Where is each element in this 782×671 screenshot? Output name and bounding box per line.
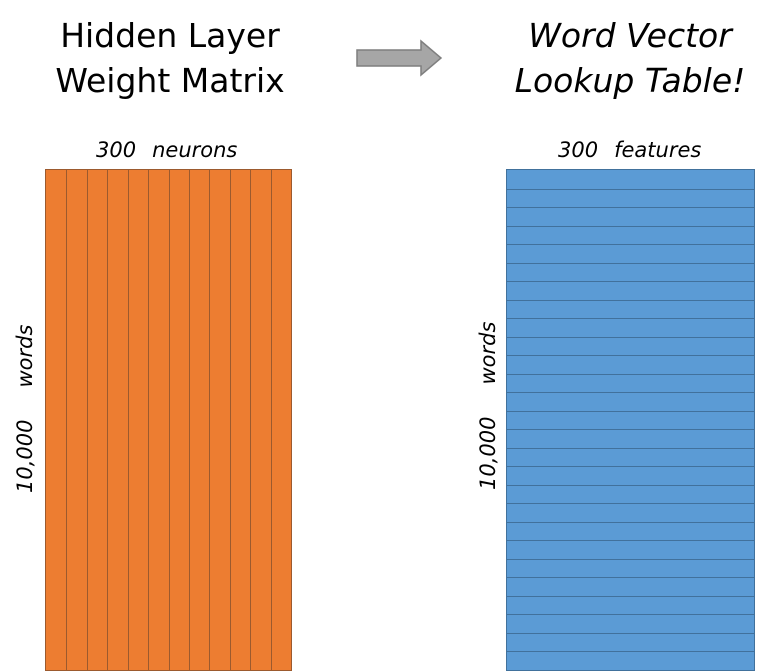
- lookup-table-columns-label: 300 features: [558, 138, 701, 162]
- lookup-table-row-divider: [507, 225, 754, 227]
- lookup-table-row-divider: [507, 577, 754, 579]
- weight-matrix-column-divider: [148, 170, 150, 670]
- weight-matrix-column-divider: [86, 170, 88, 670]
- lookup-table-row-divider: [507, 447, 754, 449]
- weight-matrix-column-divider: [270, 170, 272, 670]
- lookup-table-row-divider: [507, 429, 754, 431]
- weight-matrix-columns-unit: neurons: [152, 138, 238, 162]
- lookup-table-rows-label: 10,000 words: [476, 322, 500, 490]
- lookup-table-row-divider: [507, 484, 754, 486]
- weight-matrix-column-divider: [127, 170, 129, 670]
- weight-matrix-column-divider: [209, 170, 211, 670]
- weight-matrix-column-divider: [168, 170, 170, 670]
- lookup-table-columns-unit: features: [614, 138, 702, 162]
- hidden-layer-weight-matrix: [45, 169, 292, 671]
- lookup-table-row-divider: [507, 392, 754, 394]
- weight-matrix-column-divider: [188, 170, 190, 670]
- lookup-table-row-divider: [507, 540, 754, 542]
- lookup-table-row-divider: [507, 373, 754, 375]
- weight-matrix-column-divider: [250, 170, 252, 670]
- lookup-table-row-divider: [507, 188, 754, 190]
- lookup-table-row-divider: [507, 281, 754, 283]
- weight-matrix-rows-label: 10,000 words: [13, 325, 37, 493]
- lookup-table-title-line-1: Word Vector: [528, 16, 732, 55]
- lookup-table-row-divider: [507, 651, 754, 653]
- lookup-table-row-divider: [507, 355, 754, 357]
- lookup-table-row-divider: [507, 614, 754, 616]
- lookup-table-row-divider: [507, 410, 754, 412]
- weight-matrix-title-line-1: Hidden Layer: [60, 16, 280, 55]
- lookup-table-row-divider: [507, 503, 754, 505]
- lookup-table-row-divider: [507, 521, 754, 523]
- weight-matrix-column-divider: [107, 170, 109, 670]
- weight-matrix-title: Hidden Layer Weight Matrix: [20, 13, 320, 103]
- lookup-table-rows-count: 10,000: [476, 416, 500, 490]
- weight-matrix-title-line-2: Weight Matrix: [55, 61, 285, 100]
- lookup-table-row-divider: [507, 595, 754, 597]
- lookup-table-row-divider: [507, 632, 754, 634]
- weight-matrix-columns-count: 300: [96, 138, 137, 162]
- lookup-table-row-divider: [507, 299, 754, 301]
- lookup-table-title-line-2: Lookup Table!: [514, 61, 746, 100]
- word-vector-lookup-table: [506, 169, 755, 671]
- lookup-table-row-divider: [507, 466, 754, 468]
- weight-matrix-column-divider: [66, 170, 68, 670]
- lookup-table-title: Word Vector Lookup Table!: [480, 13, 780, 103]
- lookup-table-row-divider: [507, 318, 754, 320]
- lookup-table-row-divider: [507, 207, 754, 209]
- lookup-table-row-divider: [507, 262, 754, 264]
- lookup-table-rows-unit: words: [476, 321, 500, 385]
- right-arrow-icon: [356, 39, 443, 77]
- weight-matrix-rows-count: 10,000: [13, 419, 37, 493]
- lookup-table-row-divider: [507, 558, 754, 560]
- weight-matrix-rows-unit: words: [13, 324, 37, 388]
- lookup-table-columns-count: 300: [558, 138, 599, 162]
- weight-matrix-columns-label: 300 neurons: [96, 138, 237, 162]
- lookup-table-row-divider: [507, 336, 754, 338]
- weight-matrix-column-divider: [229, 170, 231, 670]
- lookup-table-row-divider: [507, 244, 754, 246]
